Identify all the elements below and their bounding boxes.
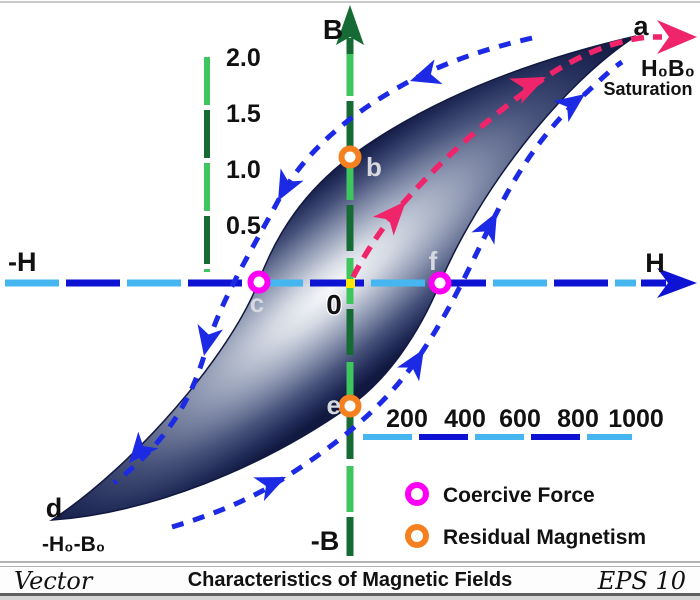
point-d-label: d (46, 493, 63, 523)
b-axis (336, 5, 364, 556)
h-tick-label: 200 (386, 405, 428, 433)
h-tick-label: 1000 (608, 405, 664, 433)
top-border-line (0, 1, 700, 3)
footer-brand: Vector (14, 567, 93, 595)
point-c-coercive-ring (247, 270, 271, 294)
initial-magnetization-curve (350, 34, 662, 279)
footer-bottom-line (0, 593, 700, 596)
footer-top-line-2 (0, 566, 700, 567)
h-axis-arrow-icon (657, 268, 697, 298)
footer-top-line (0, 561, 700, 563)
point-b-residual-ring (338, 145, 362, 169)
legend-residual-label: Residual Magnetism (443, 526, 646, 549)
point-f-coercive-ring (428, 271, 452, 295)
h-tick-label: 600 (499, 405, 541, 433)
point-e-residual-ring (338, 394, 362, 418)
hysteresis-diagram: B -B H -H 0 2.0 1.5 1.0 0.5 200 400 600 … (5, 5, 697, 556)
b-scale-labels: 2.0 1.5 1.0 0.5 (226, 44, 261, 240)
neg-b-axis-label: -B (311, 526, 340, 556)
b-axis-label: B (323, 14, 343, 45)
saturation-hb-label: H₀B₀ (641, 55, 695, 81)
point-b-label: b (366, 152, 382, 182)
b-tick-label: 0.5 (226, 212, 261, 240)
footer-format: EPS 10 (597, 567, 686, 595)
h-tick-label: 800 (557, 405, 599, 433)
h-axis (5, 268, 697, 298)
b-tick-label: 1.0 (226, 156, 261, 184)
origin-label: 0 (326, 289, 342, 320)
b-axis-arrow-icon (336, 5, 364, 45)
footer-title: Characteristics of Magnetic Fields (187, 569, 513, 591)
origin-dot (346, 279, 355, 288)
neg-h-axis-label: -H (8, 247, 37, 277)
h-scale-labels: 200 400 600 800 1000 (386, 405, 664, 433)
descending-direction-curve (112, 35, 533, 485)
h-tick-label: 400 (444, 405, 486, 433)
point-e-label: e (327, 390, 341, 420)
legend-residual-icon (405, 524, 429, 548)
point-f-label: f (429, 246, 438, 276)
initial-curve-arrowheads (372, 20, 697, 236)
legend-coercive-label: Coercive Force (443, 484, 595, 507)
legend: Coercive Force Residual Magnetism (405, 482, 646, 549)
footer-bar: Vector Characteristics of Magnetic Field… (0, 560, 700, 600)
point-c-label: c (250, 288, 264, 318)
legend-coercive-icon (405, 482, 429, 506)
saturation-caption: Saturation (603, 79, 692, 99)
h-axis-label: H (645, 248, 665, 278)
neg-saturation-label: -H₀-B₀ (42, 533, 105, 556)
saturation-arrow-icon (657, 20, 697, 54)
footer-bottom-strip (0, 596, 700, 600)
point-a-label: a (633, 11, 649, 41)
b-tick-label: 1.5 (226, 100, 261, 128)
b-tick-label: 2.0 (226, 44, 261, 72)
